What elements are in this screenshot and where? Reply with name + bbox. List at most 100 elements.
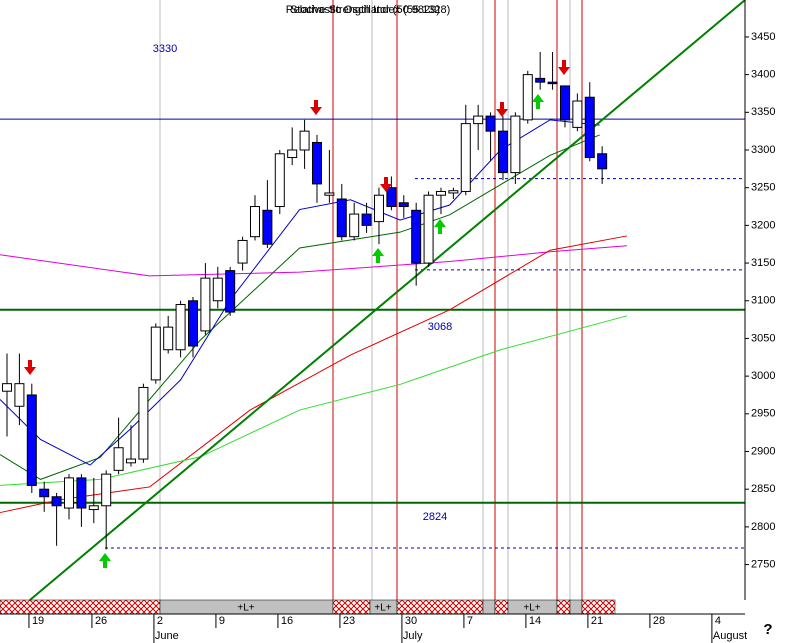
signal-band: +L+ +L+ +L+ [0,599,616,615]
indicator-line [29,0,746,601]
annotation: 3330 [153,43,177,55]
candle-body [510,115,521,174]
candle-body [187,300,198,347]
candle-body [423,194,434,264]
x-tick-label: 21 [591,615,603,627]
candle-body [361,213,372,226]
x-tick-label: 9 [219,615,225,627]
y-tick-label: 2800 [751,521,775,533]
candle-body [76,477,87,509]
candle-body [435,190,446,196]
candle-body [411,209,422,264]
band-sell [494,599,509,615]
candle-body [101,473,112,507]
candle-body [249,206,260,238]
y-tick-label: 2900 [751,445,775,457]
candle-body [597,153,608,170]
x-tick-label: 14 [529,615,541,627]
band-sell [0,599,161,615]
candle-body [212,277,223,302]
candle-body [448,190,459,194]
candle-body [64,477,75,509]
candle-body [559,85,570,121]
candle-body [237,239,248,264]
candle-body [113,447,124,471]
candle-body [26,394,37,486]
candle-body [311,141,322,185]
candle-body [200,277,211,332]
band-buy [569,599,583,615]
candle-body [299,130,310,151]
x-tick-label: 28 [653,615,665,627]
candle-body [398,202,409,208]
indicator-line [0,245,627,277]
y-tick-label: 2950 [751,408,775,420]
buy-arrow [532,94,544,109]
indicator-line [0,134,600,480]
candle-body [473,115,484,125]
annotation: 2824 [423,511,447,523]
x-tick-label: 30 [405,615,417,627]
candle-body [584,96,595,159]
band-sell [396,599,484,615]
y-tick-label: 3450 [751,31,775,43]
candle-body [460,123,471,192]
candle-body [324,192,335,196]
candle-body [175,304,186,351]
candle-body [386,187,397,208]
candle-body [2,383,13,392]
sell-arrow [24,360,36,375]
buy-arrow [99,553,111,568]
band-label: +L+ [523,603,540,614]
month-label: July [403,630,423,642]
sell-arrow [310,100,322,115]
candle-body [225,270,236,313]
candle-body [572,100,583,128]
candle-body [349,213,360,238]
candle-body [547,81,558,85]
x-tick-label: 2 [157,615,163,627]
indicator-line [0,315,628,486]
y-tick-label: 3350 [751,106,775,118]
y-tick-label: 3300 [751,144,775,156]
candle-body [125,458,136,464]
band-sell [581,599,616,615]
annotation: 3068 [428,321,452,333]
buy-arrow [434,219,446,234]
month-label: June [155,630,179,642]
sell-arrow [380,177,392,192]
y-tick-label: 3150 [751,257,775,269]
band-label: +L+ [237,603,254,614]
candle-body [497,130,508,174]
chart-title: Relative Strength Index (55.1328) [286,4,451,16]
y-tick-label: 2850 [751,483,775,495]
band-sell [556,599,571,615]
candle-body [262,209,273,245]
candle-body [14,383,25,407]
buy-arrow [372,248,384,263]
y-tick-label: 3100 [751,295,775,307]
x-tick-label: 4 [715,615,721,627]
x-tick-label: 16 [281,615,293,627]
help-icon[interactable]: ? [763,621,772,638]
candle-body [51,496,62,507]
candle-body [39,488,50,498]
candle-body [88,505,99,511]
x-tick-label: 7 [467,615,473,627]
y-tick-label: 3200 [751,219,775,231]
y-tick-label: 3250 [751,182,775,194]
chart-title: Stochastic Oscillator (50.9829) [290,4,440,16]
plot-layer [0,0,746,601]
sell-arrow [558,60,570,75]
y-tick-label: 2750 [751,558,775,570]
candle-body [163,326,174,351]
y-tick-label: 3400 [751,69,775,81]
band-sell [332,599,371,615]
month-label: August [713,630,747,642]
band-label: +L+ [374,603,391,614]
candle-body [373,194,384,223]
candle-body [522,74,533,121]
x-tick-label: 23 [343,615,355,627]
indicator-line [0,235,628,514]
